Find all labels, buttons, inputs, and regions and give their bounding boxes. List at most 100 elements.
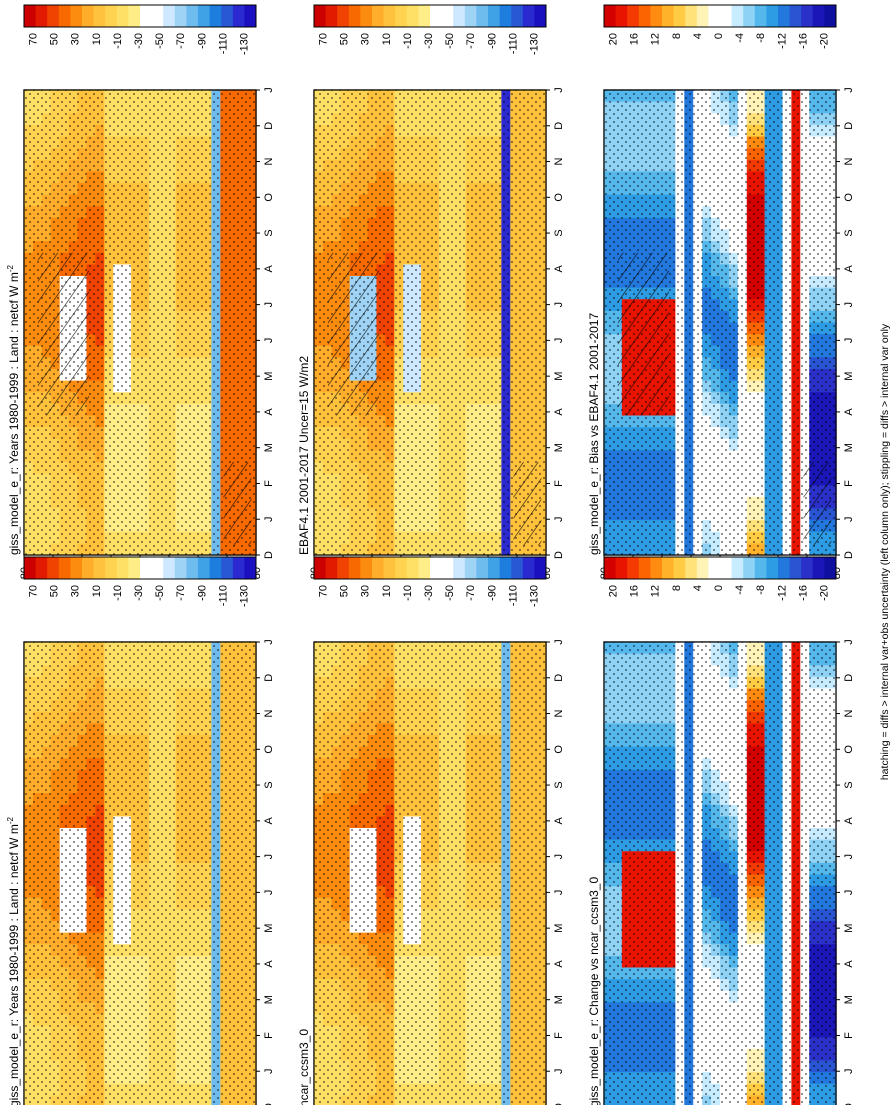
colorbar-label: 70 [318, 33, 330, 45]
colorbar-label: -110 [217, 33, 229, 54]
x-tick-label: A [843, 408, 855, 416]
colorbar-swatch [314, 5, 326, 27]
x-tick-label: M [263, 995, 275, 1004]
colorbar-swatch [233, 557, 245, 579]
colorbar-label: 0 [713, 33, 725, 39]
x-tick-label: N [843, 158, 855, 166]
x-tick-label: J [263, 516, 275, 522]
colorbar-label: -30 [133, 33, 145, 49]
panel-4: DJFMAMJJASONDJ8060°N20020°S6080giss_mode… [6, 557, 275, 1105]
colorbar-swatch [616, 5, 628, 27]
colorbar-label: -110 [507, 33, 519, 54]
colorbar-swatch [70, 557, 82, 579]
colorbar-swatch [70, 5, 82, 27]
x-tick-label: O [553, 193, 565, 202]
x-tick-label: M [553, 443, 565, 452]
x-tick-label: A [263, 960, 275, 968]
x-tick-label: M [263, 443, 275, 452]
x-tick-label: J [553, 516, 565, 522]
colorbar-swatch [244, 557, 256, 579]
colorbar-swatch [488, 5, 500, 27]
hatching-overlay [514, 462, 542, 546]
x-tick-label: S [553, 229, 565, 236]
colorbar-swatch [534, 5, 546, 27]
x-tick-label: O [263, 193, 275, 202]
colorbar-swatch [152, 5, 164, 27]
colorbar-swatch [94, 557, 106, 579]
colorbar-label: -10 [112, 585, 124, 601]
hatching-overlay [804, 462, 832, 546]
x-tick-label: F [263, 480, 275, 487]
colorbar-label: -10 [402, 33, 414, 49]
colorbar-swatch [117, 5, 129, 27]
panel-title: giss_model_e_r: Years 1980-1999 : Land :… [6, 264, 21, 555]
x-tick-label: D [553, 122, 565, 130]
colorbar-swatch [94, 5, 106, 27]
colorbar-swatch [163, 557, 175, 579]
x-tick-label: S [843, 229, 855, 236]
colorbar-label: -130 [238, 585, 250, 607]
colorbar-swatch [627, 5, 639, 27]
x-tick-label: N [263, 158, 275, 166]
colorbar-swatch [523, 5, 535, 27]
x-tick-label: D [553, 551, 565, 559]
colorbar-swatch [674, 5, 686, 27]
colorbar-swatch [326, 5, 338, 27]
x-tick-label: S [263, 229, 275, 236]
x-tick-label: M [263, 372, 275, 381]
colorbar-label: 50 [49, 585, 61, 597]
x-tick-label: J [553, 87, 565, 93]
colorbar-swatch [384, 5, 396, 27]
colorbar-swatch [685, 5, 697, 27]
colorbar-swatch [186, 5, 198, 27]
colorbar-swatch [720, 5, 732, 27]
colorbar-swatch [244, 5, 256, 27]
colorbar-swatch [59, 557, 71, 579]
colorbar-swatch [210, 5, 222, 27]
colorbar-label: 70 [28, 585, 40, 597]
colorbar-swatch [465, 5, 477, 27]
colorbar-swatch [778, 5, 790, 27]
colorbar-swatch [708, 5, 720, 27]
colorbar-label: -30 [423, 33, 435, 49]
colorbar-label: -50 [444, 33, 456, 49]
colorbar-swatch [418, 5, 430, 27]
panel-1: DJFMAMJJASONDJ8060°N20020°S6080giss_mode… [6, 5, 275, 579]
x-tick-label: J [263, 854, 275, 860]
colorbar-swatch [349, 5, 361, 27]
colorbar-swatch [140, 557, 152, 579]
x-tick-label: J [263, 1068, 275, 1074]
panel-5-content: DJFMAMJJASONDJ8060°N20020°S6080ncar_ccsm… [297, 557, 565, 1105]
colorbar-label: -8 [755, 33, 767, 43]
x-tick-label: J [843, 516, 855, 522]
panel-4-content: DJFMAMJJASONDJ8060°N20020°S6080giss_mode… [6, 557, 275, 1105]
colorbar-label: 10 [91, 33, 103, 45]
x-tick-label: A [263, 408, 275, 416]
colorbar-swatch [128, 5, 140, 27]
colorbar-swatch [824, 5, 836, 27]
colorbar-label: 20 [608, 33, 620, 45]
x-tick-label: D [843, 551, 855, 559]
colorbar-label: 50 [339, 33, 351, 45]
colorbar-label: -20 [818, 33, 830, 49]
colorbar-label: -70 [465, 33, 477, 49]
x-tick-label: M [553, 372, 565, 381]
colorbar-label: 8 [671, 33, 683, 39]
x-tick-label: J [553, 302, 565, 308]
x-tick-label: A [263, 817, 275, 825]
colorbar-swatch [442, 5, 454, 27]
x-tick-label: M [843, 372, 855, 381]
colorbar-swatch [198, 557, 210, 579]
colorbar-swatch [233, 5, 245, 27]
x-tick-label: J [263, 87, 275, 93]
x-tick-label: M [263, 924, 275, 933]
colorbar-swatch [697, 5, 709, 27]
colorbar-swatch [105, 5, 117, 27]
panel-5: DJFMAMJJASONDJ8060°N20020°S6080ncar_ccsm… [297, 557, 565, 1105]
colorbar-label: 12 [650, 33, 662, 45]
colorbar-swatch [175, 557, 187, 579]
